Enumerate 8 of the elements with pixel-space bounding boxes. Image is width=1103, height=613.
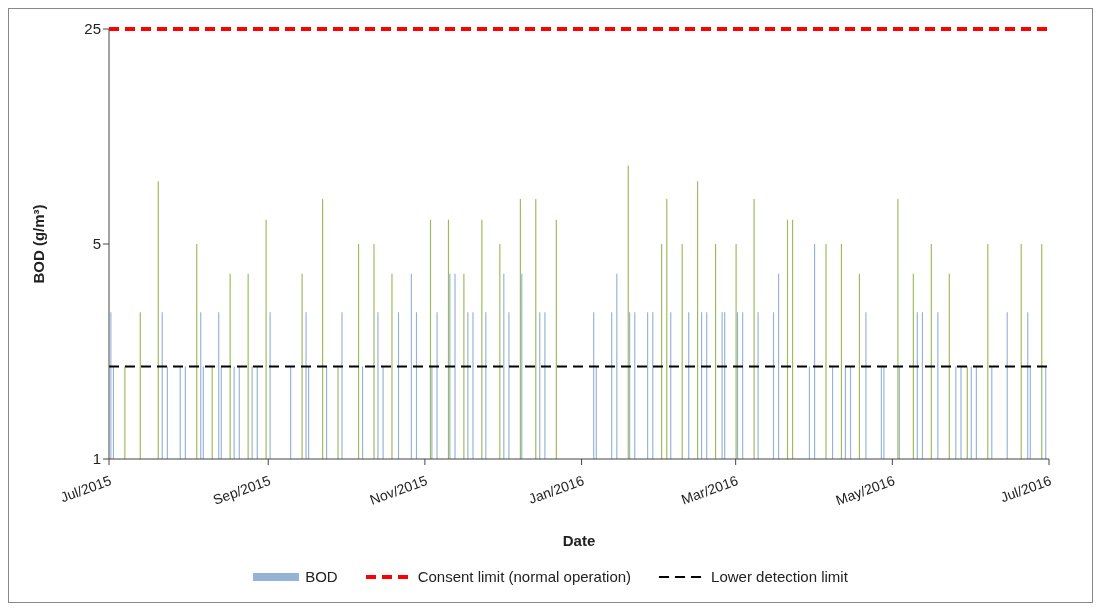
- legend-label: Lower detection limit: [711, 568, 848, 585]
- y-axis-title: BOD (g/m³): [30, 204, 48, 284]
- x-axis-title: Date: [562, 532, 596, 549]
- legend-label: BOD: [305, 568, 338, 585]
- y-tick-label: 1: [92, 450, 101, 468]
- y-tick-label: 5: [92, 235, 101, 253]
- y-tick-label: 25: [84, 20, 101, 38]
- legend-label: Consent limit (normal operation): [417, 568, 632, 585]
